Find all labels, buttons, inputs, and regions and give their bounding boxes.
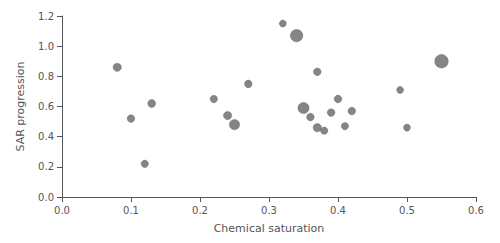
svg-text:0.6: 0.6 — [468, 205, 484, 216]
svg-text:Chemical saturation: Chemical saturation — [214, 222, 325, 235]
svg-text:0.0: 0.0 — [54, 205, 70, 216]
svg-text:0.8: 0.8 — [38, 71, 54, 82]
svg-text:0.2: 0.2 — [192, 205, 208, 216]
svg-text:0.3: 0.3 — [261, 205, 277, 216]
svg-text:SAR progression: SAR progression — [14, 61, 27, 151]
svg-text:0.0: 0.0 — [38, 192, 54, 203]
svg-text:0.2: 0.2 — [38, 161, 54, 172]
svg-text:1.0: 1.0 — [38, 41, 54, 52]
svg-text:1.2: 1.2 — [38, 11, 54, 22]
svg-text:0.4: 0.4 — [330, 205, 346, 216]
svg-text:0.1: 0.1 — [123, 205, 139, 216]
svg-text:0.4: 0.4 — [38, 131, 54, 142]
svg-text:0.6: 0.6 — [38, 101, 54, 112]
svg-text:0.5: 0.5 — [399, 205, 415, 216]
